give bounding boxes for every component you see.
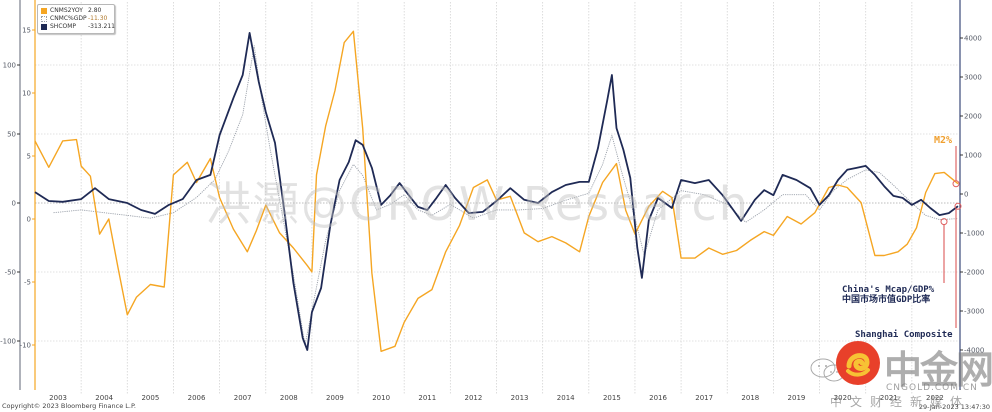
x-tick-label: 2014 [557, 394, 575, 402]
legend-label: CNMS2YOY [50, 7, 83, 14]
x-tick-label: 2006 [188, 394, 206, 402]
x-tick-label: 2019 [788, 394, 806, 402]
legend-label: SHCOMP [50, 23, 77, 30]
annotation-shanghai-composite: Shanghai Composite [855, 330, 953, 340]
x-tick-label: 2009 [326, 394, 344, 402]
series-line-shcomp [34, 32, 959, 351]
left-outer-tick-label: -50 [5, 269, 16, 277]
x-tick-label: 2010 [372, 394, 390, 402]
legend-label: CNMC%GDP [50, 15, 87, 22]
timestamp: 29-Jan-2023 13:47:30 [918, 403, 990, 411]
cngold-logo: 中金网 CNGOLD.COM.CN 中文财经新媒体 [808, 341, 992, 409]
annotation-mcap-gdp: China's Mcap/GDP% 中国市场市值GDP比率 [842, 285, 934, 305]
x-tick-label: 2003 [49, 394, 67, 402]
right-tick-label: 2000 [964, 113, 982, 121]
legend-item-cnms2yoy: CNMS2YOY 2.80 [41, 7, 101, 15]
legend-value: -11.30 [88, 15, 108, 22]
shcomp-marker [954, 202, 962, 210]
right-tick-label: 0 [964, 191, 968, 199]
left-inner-tick-label: 0 [27, 216, 31, 224]
left-outer-tick-label: -100 [0, 338, 16, 346]
x-tick-label: 2011 [418, 394, 436, 402]
x-tick-label: 2013 [511, 394, 529, 402]
m2-marker [952, 180, 960, 188]
x-tick-label: 2017 [695, 394, 713, 402]
annotation-markers [940, 146, 962, 328]
x-tick-label: 2022 [926, 394, 944, 402]
series-line-cnms2yoy [34, 30, 959, 352]
x-tick-label: 2020 [834, 394, 852, 402]
x-tick-label: 2021 [880, 394, 898, 402]
cngold-emblem-icon [836, 341, 880, 385]
wechat-icon [810, 358, 845, 382]
x-tick-label: 2005 [141, 394, 159, 402]
left-inner-tick-label: 5 [27, 153, 31, 161]
x-tick-label: 2008 [280, 394, 298, 402]
left-inner-tick-label: 15 [22, 27, 31, 35]
right-tick-label: -3000 [964, 308, 984, 316]
axes: 2003 2004 2005 2006 2007 2008 2009 2010 2011 2012… [0, 0, 984, 402]
right-tick-label: 4000 [964, 35, 982, 43]
x-tick-label: 2015 [603, 394, 621, 402]
series-layer [34, 30, 959, 352]
x-tick-label: 2016 [649, 394, 667, 402]
legend-value: -313.211 [88, 23, 115, 30]
x-tick-label: 2004 [95, 394, 113, 402]
right-tick-label: -4000 [964, 347, 984, 355]
legend-swatch-grey [41, 16, 47, 22]
legend-swatch-navy [41, 24, 47, 30]
right-tick-label: -2000 [964, 269, 984, 277]
left-outer-tick-label: 100 [3, 62, 16, 70]
watermark-text: 洪灝@GROW Research [205, 177, 750, 231]
legend-swatch-orange [41, 8, 47, 14]
x-tick-label: 2007 [234, 394, 252, 402]
right-tick-label: -1000 [964, 230, 984, 238]
right-tick-label: 3000 [964, 74, 982, 82]
copyright: Copyright© 2023 Bloomberg Finance L.P. [2, 402, 136, 410]
legend: CNMS2YOY 2.80 CNMC%GDP-11.30 SHCOMP -313.2… [37, 4, 115, 34]
right-tick-label: 1000 [964, 152, 982, 160]
left-inner-tick-label: -5 [24, 279, 31, 287]
legend-item-cnmc-gdp: CNMC%GDP-11.30 [41, 15, 107, 23]
legend-item-shcomp: SHCOMP -313.211 [41, 23, 115, 31]
x-tick-label: 2012 [465, 394, 483, 402]
logo-domain: CNGOLD.COM.CN [886, 383, 978, 393]
left-outer-tick-label: 0 [12, 200, 16, 208]
left-inner-tick-label: -10 [20, 342, 31, 350]
annotation-mcap-en: China's Mcap/GDP% [842, 285, 935, 295]
left-inner-tick-label: 10 [22, 90, 31, 98]
annotation-mcap-cn: 中国市场市值GDP比率 [842, 295, 931, 305]
logo-chinese-name: 中金网 [884, 348, 992, 392]
mcap-marker [940, 218, 948, 226]
logo-subtitle: 中文财经新媒体 [830, 395, 971, 409]
legend-value: 2.80 [88, 7, 102, 14]
x-tick-label: 2018 [741, 394, 759, 402]
left-outer-tick-label: 50 [7, 131, 16, 139]
annotation-m2: M2% [934, 135, 953, 146]
